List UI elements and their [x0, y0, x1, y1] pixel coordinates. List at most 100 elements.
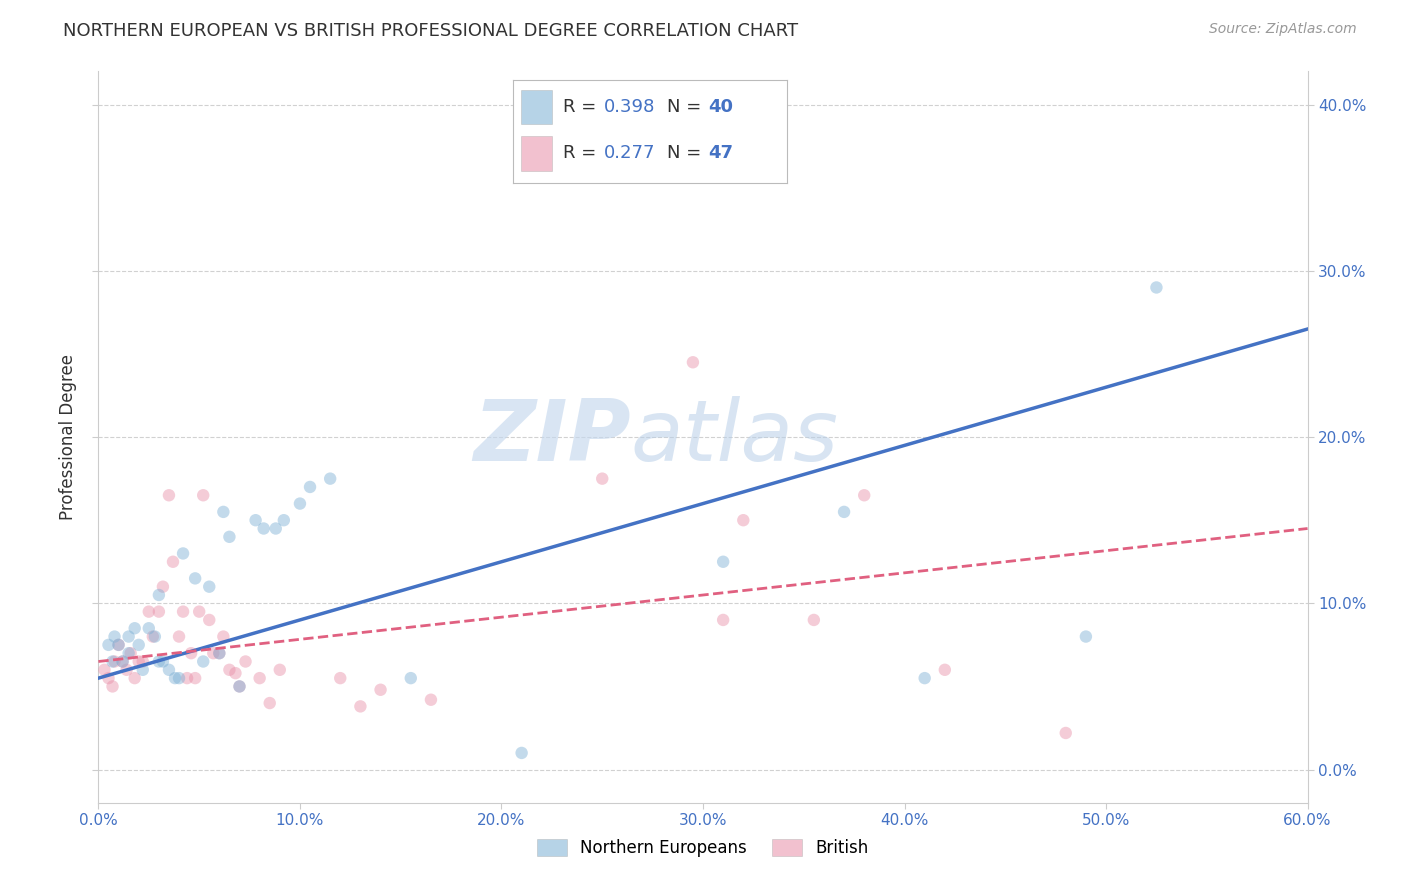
- Point: [198, 580, 221, 594]
- Point: [349, 699, 371, 714]
- Point: [148, 588, 170, 602]
- Point: [228, 680, 250, 694]
- Point: [167, 671, 190, 685]
- Point: [143, 630, 166, 644]
- Point: [128, 655, 150, 669]
- Point: [218, 530, 240, 544]
- Point: [124, 621, 146, 635]
- Point: [733, 513, 755, 527]
- Point: [107, 638, 129, 652]
- Point: [218, 663, 240, 677]
- Point: [97, 671, 120, 685]
- Point: [103, 655, 125, 669]
- Text: 40: 40: [707, 98, 733, 116]
- Point: [103, 630, 125, 644]
- Point: [711, 613, 734, 627]
- Point: [138, 605, 160, 619]
- Point: [101, 680, 124, 694]
- Point: [162, 555, 184, 569]
- Text: N =: N =: [666, 145, 707, 162]
- Point: [142, 630, 165, 644]
- Point: [399, 671, 422, 685]
- Point: [245, 513, 267, 527]
- Point: [934, 663, 956, 677]
- Point: [120, 646, 142, 660]
- Point: [1054, 726, 1077, 740]
- Point: [198, 613, 221, 627]
- Point: [249, 671, 271, 685]
- Point: [193, 655, 215, 669]
- Point: [132, 655, 155, 669]
- Legend: Northern Europeans, British: Northern Europeans, British: [530, 832, 876, 864]
- Point: [132, 663, 155, 677]
- Text: R =: R =: [562, 98, 602, 116]
- Point: [420, 692, 443, 706]
- Point: [370, 682, 392, 697]
- Point: [212, 505, 235, 519]
- Point: [157, 488, 180, 502]
- Text: R =: R =: [562, 145, 602, 162]
- Point: [138, 621, 160, 635]
- Point: [1146, 280, 1168, 294]
- Text: 0.277: 0.277: [603, 145, 655, 162]
- Point: [591, 472, 613, 486]
- Point: [172, 546, 194, 560]
- Point: [157, 663, 180, 677]
- Point: [148, 655, 170, 669]
- Point: [118, 646, 141, 660]
- Point: [184, 671, 207, 685]
- Point: [682, 355, 704, 369]
- Text: atlas: atlas: [630, 395, 838, 479]
- Point: [184, 571, 207, 585]
- Point: [163, 671, 186, 685]
- Point: [510, 746, 533, 760]
- Point: [176, 671, 198, 685]
- Point: [172, 605, 194, 619]
- Point: [212, 630, 235, 644]
- Point: [118, 630, 141, 644]
- Point: [288, 497, 311, 511]
- Point: [152, 655, 174, 669]
- Bar: [522, 136, 551, 170]
- Point: [914, 671, 936, 685]
- Point: [224, 666, 246, 681]
- Text: Source: ZipAtlas.com: Source: ZipAtlas.com: [1209, 22, 1357, 37]
- Point: [101, 655, 124, 669]
- Point: [253, 521, 276, 535]
- Point: [148, 605, 170, 619]
- Point: [329, 671, 352, 685]
- Point: [107, 638, 129, 652]
- Point: [111, 655, 134, 669]
- Point: [202, 646, 225, 660]
- Point: [1074, 630, 1097, 644]
- Point: [124, 671, 146, 685]
- Point: [299, 480, 322, 494]
- Y-axis label: Professional Degree: Professional Degree: [59, 354, 77, 520]
- Text: 0.398: 0.398: [603, 98, 655, 116]
- Point: [97, 638, 120, 652]
- Text: NORTHERN EUROPEAN VS BRITISH PROFESSIONAL DEGREE CORRELATION CHART: NORTHERN EUROPEAN VS BRITISH PROFESSIONA…: [63, 22, 799, 40]
- Point: [259, 696, 281, 710]
- Point: [208, 646, 231, 660]
- Text: ZIP: ZIP: [472, 395, 630, 479]
- Text: 47: 47: [707, 145, 733, 162]
- Point: [152, 580, 174, 594]
- Point: [180, 646, 202, 660]
- Text: N =: N =: [666, 98, 707, 116]
- Point: [235, 655, 257, 669]
- Point: [193, 488, 215, 502]
- Point: [832, 505, 855, 519]
- Point: [111, 655, 134, 669]
- Point: [264, 521, 287, 535]
- Bar: [522, 89, 551, 124]
- Point: [853, 488, 876, 502]
- Point: [228, 680, 250, 694]
- Point: [269, 663, 291, 677]
- Point: [319, 472, 342, 486]
- Point: [93, 663, 115, 677]
- Point: [208, 646, 231, 660]
- Point: [711, 555, 734, 569]
- Point: [188, 605, 211, 619]
- Point: [167, 630, 190, 644]
- Point: [115, 663, 138, 677]
